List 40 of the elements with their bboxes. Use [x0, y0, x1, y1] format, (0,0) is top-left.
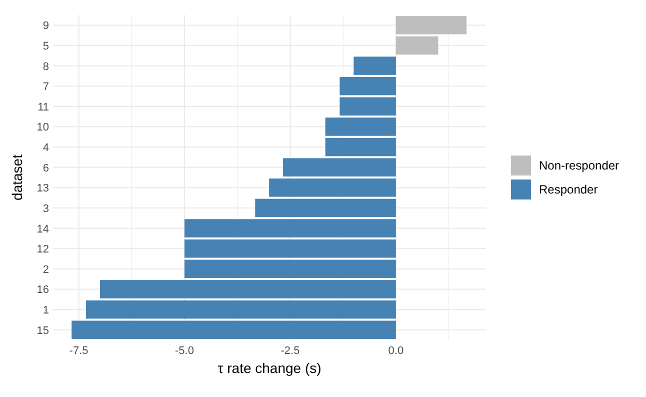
- y-tick-label: 3: [42, 202, 49, 215]
- y-tick-label: 5: [42, 40, 49, 52]
- y-tick-label: 2: [42, 264, 49, 276]
- y-tick-label: 11: [38, 101, 49, 114]
- bar: [184, 260, 396, 278]
- x-axis-title: τ rate change (s): [218, 360, 322, 376]
- y-axis-title: dataset: [9, 154, 25, 200]
- bar: [354, 56, 396, 75]
- y-tick-label: 16: [36, 284, 49, 296]
- x-tick-label: -5.0: [175, 345, 194, 357]
- bar: [184, 239, 396, 258]
- bar: [86, 300, 396, 319]
- x-tick-label: 0.0: [388, 345, 404, 357]
- bar: [72, 320, 396, 339]
- bar: [269, 178, 396, 197]
- bar: [396, 36, 438, 55]
- bar: [325, 118, 396, 136]
- bar: [340, 76, 396, 96]
- bar: [325, 138, 396, 156]
- bar: [283, 158, 396, 176]
- bar: [340, 97, 396, 116]
- legend-label: Responder: [539, 182, 598, 196]
- x-tick-label: -2.5: [280, 345, 300, 357]
- y-tick-label: 9: [42, 20, 49, 32]
- y-tick-label: 14: [36, 223, 49, 236]
- y-tick-label: 8: [42, 60, 49, 73]
- y-tick-label: 4: [42, 142, 49, 154]
- y-tick-label: 13: [36, 182, 49, 195]
- legend-label: Non-responder: [539, 158, 620, 172]
- y-tick-label: 1: [42, 304, 49, 317]
- y-tick-label: 7: [42, 81, 49, 94]
- bar: [396, 16, 467, 34]
- y-tick-label: 10: [36, 122, 49, 134]
- y-tick-label: 12: [36, 244, 49, 256]
- x-tick-label: -7.5: [69, 345, 88, 357]
- bar: [100, 280, 396, 298]
- bar: [184, 219, 396, 238]
- y-tick-label: 15: [36, 324, 49, 337]
- bar: [255, 198, 396, 218]
- y-tick-label: 6: [42, 162, 49, 174]
